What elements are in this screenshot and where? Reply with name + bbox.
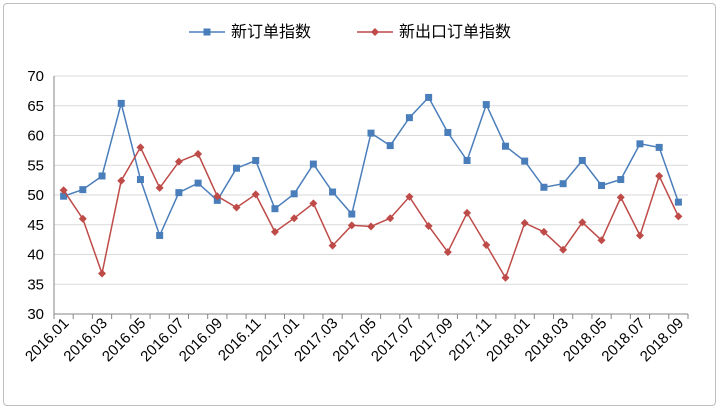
data-point-square bbox=[194, 179, 202, 187]
data-point-diamond bbox=[367, 222, 375, 231]
legend-marker-square bbox=[203, 28, 211, 36]
data-point-diamond bbox=[232, 203, 241, 212]
data-point-square bbox=[233, 164, 241, 172]
data-point-diamond bbox=[424, 221, 433, 230]
data-point-square bbox=[348, 210, 356, 218]
data-point-square bbox=[309, 160, 317, 168]
y-tick-label: 30 bbox=[27, 306, 44, 323]
data-point-square bbox=[501, 142, 509, 150]
data-point-diamond bbox=[482, 240, 491, 249]
y-tick-label: 65 bbox=[27, 98, 44, 115]
data-point-diamond bbox=[309, 199, 318, 208]
y-tick-label: 55 bbox=[27, 157, 44, 174]
legend-label: 新出口订单指数 bbox=[399, 22, 511, 41]
data-point-diamond bbox=[78, 214, 87, 223]
data-point-square bbox=[79, 186, 87, 194]
data-point-diamond bbox=[405, 192, 414, 201]
data-point-square bbox=[444, 129, 452, 137]
data-point-diamond bbox=[270, 227, 279, 236]
data-point-diamond bbox=[539, 227, 548, 236]
data-point-square bbox=[290, 190, 298, 198]
y-tick-label: 50 bbox=[27, 187, 44, 204]
data-point-square bbox=[329, 188, 337, 196]
data-point-square bbox=[636, 140, 644, 148]
legend-label: 新订单指数 bbox=[231, 22, 311, 41]
data-point-diamond bbox=[559, 245, 568, 254]
data-point-diamond bbox=[174, 157, 183, 166]
x-tick-label: 2016.09 bbox=[176, 315, 226, 365]
data-point-square bbox=[60, 192, 68, 200]
x-tick-label: 2018.09 bbox=[637, 315, 687, 365]
data-point-square bbox=[98, 172, 106, 180]
data-point-diamond bbox=[290, 214, 299, 223]
data-point-square bbox=[367, 129, 375, 137]
y-tick-label: 35 bbox=[27, 276, 44, 293]
data-point-square bbox=[213, 196, 221, 204]
x-tick-label: 2017.09 bbox=[406, 315, 456, 365]
series-line-1 bbox=[62, 145, 680, 280]
data-point-square bbox=[617, 176, 625, 184]
series-line-0 bbox=[63, 96, 680, 238]
data-point-square bbox=[674, 198, 682, 206]
y-tick-label: 45 bbox=[27, 217, 44, 234]
data-point-diamond bbox=[635, 231, 644, 240]
legend-marker-diamond bbox=[371, 28, 379, 36]
data-point-diamond bbox=[616, 193, 625, 202]
data-point-diamond bbox=[117, 176, 126, 185]
data-point-square bbox=[271, 205, 279, 213]
data-point-square bbox=[252, 156, 260, 164]
data-point-square bbox=[425, 93, 433, 101]
data-point-square bbox=[482, 101, 490, 109]
data-point-square bbox=[136, 176, 144, 184]
data-point-diamond bbox=[213, 192, 222, 201]
data-point-square bbox=[463, 156, 471, 164]
data-point-diamond bbox=[443, 248, 452, 257]
data-point-diamond bbox=[136, 143, 145, 152]
data-point-square bbox=[521, 157, 529, 165]
data-point-square bbox=[540, 183, 548, 191]
data-point-diamond bbox=[155, 183, 164, 192]
data-point-diamond bbox=[463, 208, 472, 217]
data-point-diamond bbox=[520, 218, 529, 227]
data-point-square bbox=[156, 231, 164, 239]
data-point-diamond bbox=[347, 221, 356, 230]
data-point-diamond bbox=[655, 171, 664, 180]
data-point-diamond bbox=[328, 241, 337, 250]
data-point-square bbox=[578, 156, 586, 164]
data-point-diamond bbox=[578, 218, 587, 227]
data-point-square bbox=[117, 99, 125, 107]
data-point-diamond bbox=[386, 214, 395, 223]
data-point-diamond bbox=[251, 190, 260, 199]
data-point-square bbox=[655, 143, 663, 151]
data-point-square bbox=[386, 142, 394, 150]
data-point-diamond bbox=[98, 269, 107, 278]
data-point-diamond bbox=[194, 149, 203, 158]
y-tick-label: 60 bbox=[27, 128, 44, 145]
data-point-square bbox=[598, 181, 606, 189]
data-point-square bbox=[175, 189, 183, 197]
data-point-diamond bbox=[501, 273, 510, 282]
y-tick-label: 40 bbox=[27, 247, 44, 264]
y-tick-label: 70 bbox=[27, 68, 44, 85]
data-point-diamond bbox=[59, 186, 68, 195]
data-point-diamond bbox=[597, 236, 606, 245]
chart-frame bbox=[3, 3, 716, 406]
data-point-diamond bbox=[674, 212, 683, 221]
data-point-square bbox=[405, 114, 413, 122]
data-point-square bbox=[559, 180, 567, 188]
